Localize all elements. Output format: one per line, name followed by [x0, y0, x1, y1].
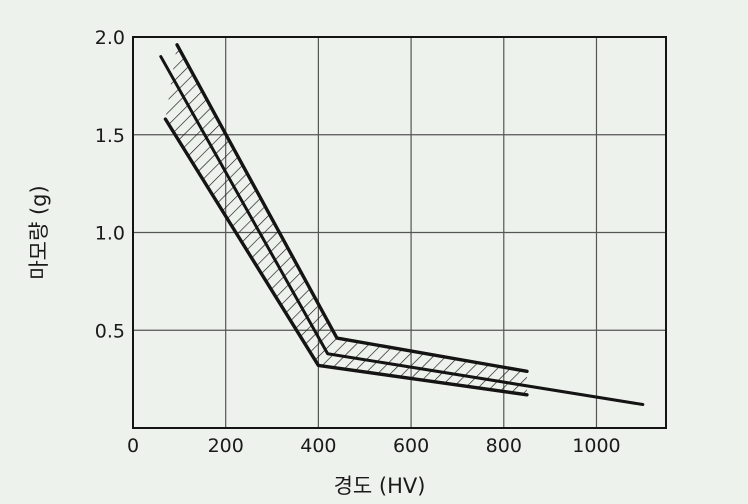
grid: [133, 37, 666, 428]
plot-frame: [132, 36, 667, 429]
series-lines: [159, 43, 645, 407]
y-tick-label: 1.0: [95, 223, 125, 245]
series-line-band-lower: [163, 117, 529, 397]
tick-labels: 0 200 400 600 800 1000 0.5 1.0 1.5 2.0: [95, 27, 621, 457]
y-tick-label: 1.5: [95, 125, 125, 147]
y-axis-label: 마모량 (g): [27, 185, 51, 279]
x-tick-label: 400: [300, 435, 336, 457]
series-line-band-upper: [175, 43, 529, 374]
x-tick-label: 1000: [572, 435, 620, 457]
x-tick-label: 0: [127, 435, 139, 457]
x-tick-label: 800: [486, 435, 522, 457]
x-tick-label: 200: [208, 435, 244, 457]
y-tick-label: 2.0: [95, 27, 125, 49]
y-tick-label: 0.5: [95, 320, 125, 342]
hatched-band: [165, 44, 527, 395]
x-axis-label: 경도 (HV): [334, 474, 426, 498]
x-tick-label: 600: [393, 435, 429, 457]
series-line-center: [159, 55, 645, 407]
